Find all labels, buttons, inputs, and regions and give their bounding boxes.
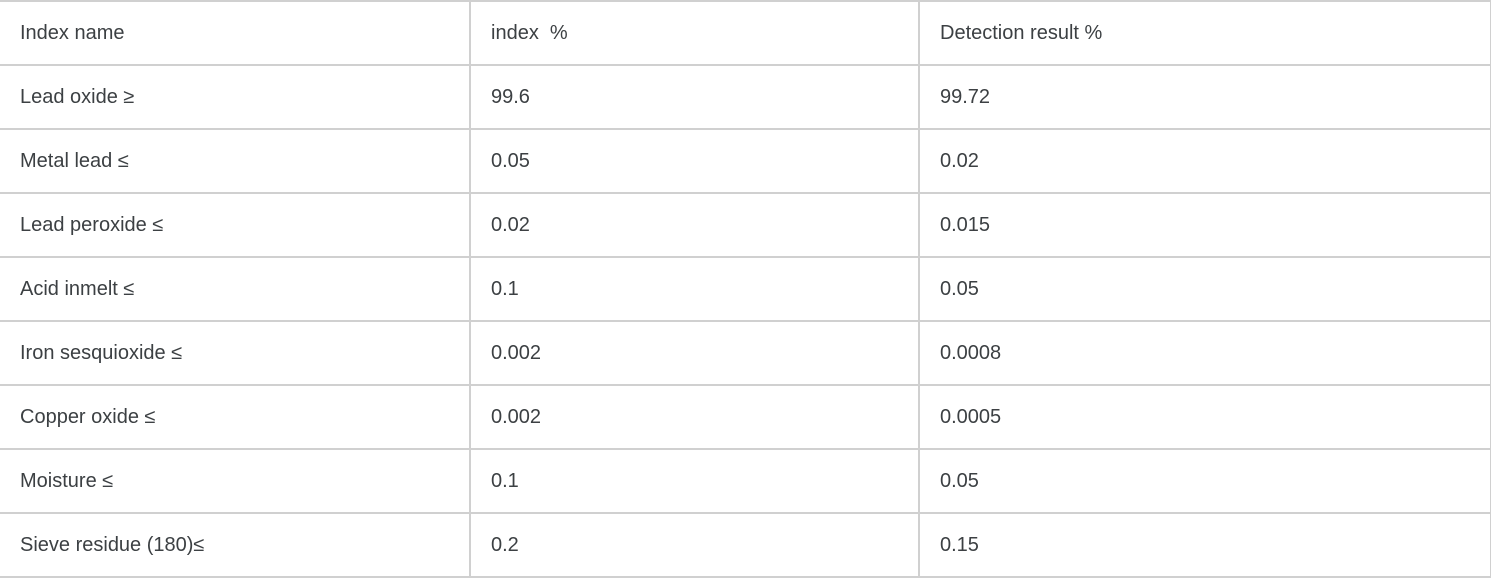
cell-index-name: Acid inmelt ≤: [0, 256, 471, 322]
table-row: Lead peroxide ≤ 0.02 0.015: [0, 192, 1491, 258]
cell-detection-result: 0.15: [918, 512, 1491, 578]
table-row: Moisture ≤ 0.1 0.05: [0, 448, 1491, 514]
cell-index-percent: 0.02: [469, 192, 920, 258]
header-row: Index name index % Detection result %: [0, 0, 1491, 66]
table-row: Copper oxide ≤ 0.002 0.0005: [0, 384, 1491, 450]
cell-index-percent: 0.1: [469, 448, 920, 514]
table-row: Metal lead ≤ 0.05 0.02: [0, 128, 1491, 194]
cell-index-percent: 0.1: [469, 256, 920, 322]
column-header-index-percent: index %: [469, 0, 920, 66]
cell-index-name: Moisture ≤: [0, 448, 471, 514]
cell-detection-result: 0.05: [918, 448, 1491, 514]
cell-index-percent: 0.002: [469, 384, 920, 450]
cell-detection-result: 0.02: [918, 128, 1491, 194]
cell-index-name: Metal lead ≤: [0, 128, 471, 194]
cell-index-name: Lead peroxide ≤: [0, 192, 471, 258]
cell-index-name: Copper oxide ≤: [0, 384, 471, 450]
table-row: Lead oxide ≥ 99.6 99.72: [0, 64, 1491, 130]
cell-index-name: Lead oxide ≥: [0, 64, 471, 130]
column-header-index-name: Index name: [0, 0, 471, 66]
cell-detection-result: 99.72: [918, 64, 1491, 130]
cell-index-name: Iron sesquioxide ≤: [0, 320, 471, 386]
table-row: Sieve residue (180)≤ 0.2 0.15: [0, 512, 1491, 578]
table-row: Iron sesquioxide ≤ 0.002 0.0008: [0, 320, 1491, 386]
cell-detection-result: 0.0005: [918, 384, 1491, 450]
column-header-detection-result: Detection result %: [918, 0, 1491, 66]
cell-detection-result: 0.015: [918, 192, 1491, 258]
cell-index-name: Sieve residue (180)≤: [0, 512, 471, 578]
table-row: Acid inmelt ≤ 0.1 0.05: [0, 256, 1491, 322]
cell-detection-result: 0.0008: [918, 320, 1491, 386]
cell-index-percent: 0.002: [469, 320, 920, 386]
cell-index-percent: 0.2: [469, 512, 920, 578]
cell-detection-result: 0.05: [918, 256, 1491, 322]
cell-index-percent: 0.05: [469, 128, 920, 194]
cell-index-percent: 99.6: [469, 64, 920, 130]
